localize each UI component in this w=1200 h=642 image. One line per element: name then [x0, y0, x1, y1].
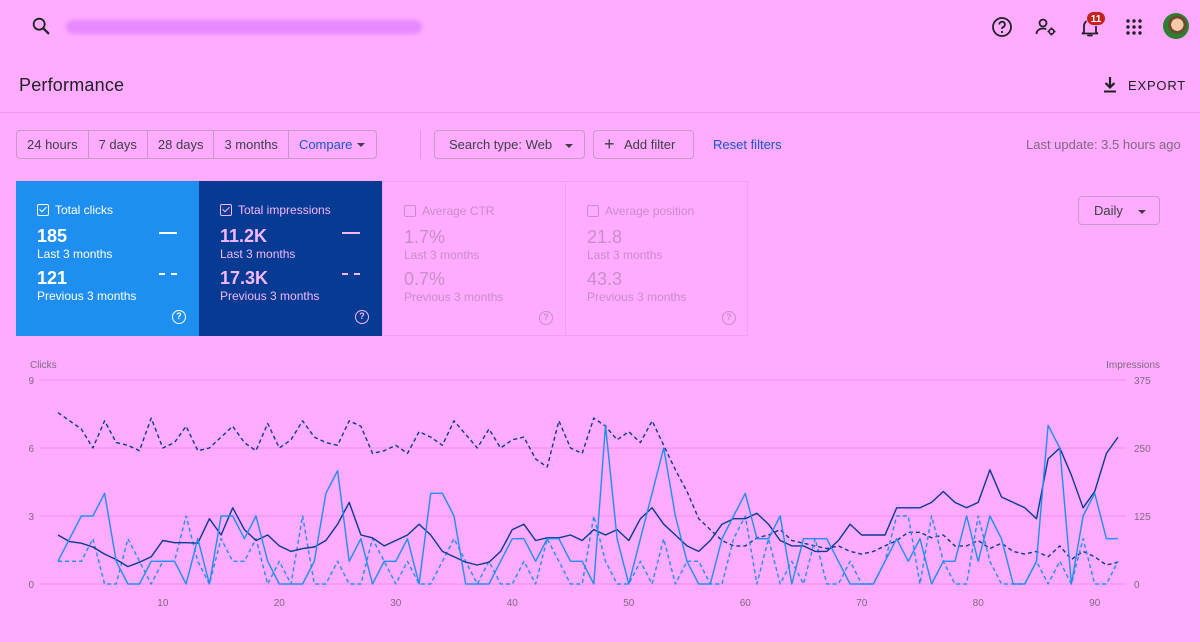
- compare-dropdown[interactable]: Compare: [289, 131, 376, 158]
- metric-current-value: 11.2K: [220, 226, 268, 246]
- search-type-dropdown[interactable]: Search type: Web: [434, 130, 585, 159]
- dashed-line-legend-icon: [342, 273, 360, 275]
- metric-previous-value: 43.3: [587, 269, 623, 289]
- y-tick-right: 0: [1134, 580, 1140, 591]
- last-update-text: Last update: 3.5 hours ago: [1026, 137, 1181, 152]
- metric-current-value: 1.7%: [404, 227, 446, 247]
- metric-current-value: 185: [37, 226, 68, 246]
- series-line-impressions: [57, 436, 1119, 568]
- granularity-label: Daily: [1094, 203, 1123, 218]
- help-icon[interactable]: ?: [539, 311, 553, 325]
- x-tick-label: 20: [274, 598, 286, 609]
- filter-separator: [420, 130, 421, 159]
- caret-down-icon: [1138, 210, 1146, 214]
- metric-label: Average CTR: [422, 204, 495, 218]
- x-tick-label: 60: [740, 598, 752, 609]
- export-button[interactable]: EXPORT: [1102, 74, 1186, 96]
- metric-current-label: Last 3 months: [37, 247, 113, 261]
- metric-previous-label: Previous 3 months: [220, 289, 320, 303]
- checkbox-checked-icon[interactable]: [37, 204, 49, 216]
- metric-card-average-ctr[interactable]: Average CTR 1.7% Last 3 months 0.7% Prev…: [382, 181, 565, 336]
- metric-current-label: Last 3 months: [220, 247, 296, 261]
- x-tick-label: 30: [390, 598, 402, 609]
- performance-chart[interactable]: Clicks Impressions 0 0 3 125 6 250 9 375 10 20 30 40 5…: [0, 350, 1200, 642]
- metric-current-value: 21.8: [587, 227, 623, 247]
- checkbox-checked-icon[interactable]: [220, 204, 232, 216]
- search-input[interactable]: [66, 20, 422, 34]
- metric-label: Total impressions: [238, 203, 331, 217]
- solid-line-legend-icon: [159, 232, 177, 234]
- help-icon[interactable]: ?: [172, 310, 186, 324]
- series-line-impressions-previous: [57, 412, 1119, 566]
- add-filter-button[interactable]: + Add filter: [593, 130, 694, 159]
- help-icon[interactable]: ?: [355, 310, 369, 324]
- checkbox-unchecked-icon[interactable]: [404, 205, 416, 217]
- metric-card-total-impressions[interactable]: Total impressions 11.2K Last 3 months 17…: [199, 181, 382, 336]
- metric-previous-value: 121: [37, 268, 68, 288]
- date-range-selector: 24 hours 7 days 28 days 3 months Compare: [16, 130, 378, 159]
- search-type-label: Search type: Web: [449, 137, 553, 152]
- avatar[interactable]: [1163, 13, 1189, 39]
- metric-current-label: Last 3 months: [587, 248, 663, 262]
- x-tick-label: 70: [856, 598, 868, 609]
- granularity-dropdown[interactable]: Daily: [1078, 196, 1160, 225]
- y-tick-left: 0: [28, 580, 34, 591]
- header-divider: [0, 112, 1200, 113]
- plus-icon: +: [604, 134, 615, 154]
- metric-card-average-position[interactable]: Average position 21.8 Last 3 months 43.3…: [565, 181, 748, 336]
- y-tick-left: 6: [28, 444, 34, 455]
- search-icon[interactable]: [30, 15, 52, 37]
- download-icon: [1104, 77, 1116, 93]
- range-7-days[interactable]: 7 days: [89, 131, 148, 158]
- x-tick-label: 10: [157, 598, 169, 609]
- top-bar: 11: [0, 0, 1200, 56]
- dashed-line-legend-icon: [159, 273, 177, 275]
- metric-label: Average position: [605, 204, 695, 218]
- caret-down-icon: [357, 143, 366, 147]
- metric-label: Total clicks: [55, 203, 114, 217]
- add-filter-label: Add filter: [624, 137, 676, 152]
- page-title: Performance: [19, 75, 125, 95]
- compare-label: Compare: [298, 137, 353, 152]
- metric-previous-value: 0.7%: [404, 269, 446, 289]
- metric-previous-label: Previous 3 months: [37, 289, 137, 303]
- series-line-clicks-previous: [58, 515, 1119, 585]
- metric-previous-label: Previous 3 months: [587, 290, 687, 304]
- y-tick-right: 375: [1134, 376, 1151, 387]
- performance-chart-svg: Clicks Impressions 0 0 3 125 6 250 9 375 10 20 30 40 5…: [28, 360, 1160, 609]
- x-tick-label: 80: [973, 598, 985, 609]
- export-label: EXPORT: [1128, 77, 1187, 93]
- y-tick-right: 125: [1134, 512, 1151, 523]
- metric-current-label: Last 3 months: [404, 248, 480, 262]
- manage-users-icon[interactable]: [1034, 15, 1058, 39]
- reset-filters-link[interactable]: Reset filters: [713, 137, 782, 152]
- caret-down-icon: [565, 144, 573, 148]
- metric-previous-label: Previous 3 months: [404, 290, 504, 304]
- notifications-badge: 11: [1086, 11, 1106, 26]
- range-24-hours[interactable]: 24 hours: [17, 131, 89, 158]
- series-line-clicks: [57, 424, 1118, 585]
- y-axis-left-label: Clicks: [30, 360, 57, 371]
- metric-previous-value: 17.3K: [220, 268, 269, 288]
- checkbox-unchecked-icon[interactable]: [587, 205, 599, 217]
- help-icon[interactable]: [990, 15, 1014, 39]
- y-tick-left: 3: [28, 512, 34, 523]
- metric-card-total-clicks[interactable]: Total clicks 185 Last 3 months 121 Previ…: [16, 181, 199, 336]
- metric-cards: Total clicks 185 Last 3 months 121 Previ…: [16, 181, 748, 336]
- help-icon[interactable]: ?: [722, 311, 736, 325]
- range-28-days[interactable]: 28 days: [148, 131, 215, 158]
- y-tick-left: 9: [28, 376, 34, 387]
- apps-icon[interactable]: [1122, 15, 1146, 39]
- range-3-months[interactable]: 3 months: [214, 131, 289, 158]
- y-tick-right: 250: [1134, 444, 1151, 455]
- y-axis-right-label: Impressions: [1106, 360, 1160, 371]
- x-tick-label: 40: [507, 598, 519, 609]
- x-tick-label: 50: [623, 598, 635, 609]
- solid-line-legend-icon: [342, 232, 360, 234]
- x-tick-label: 90: [1089, 598, 1101, 609]
